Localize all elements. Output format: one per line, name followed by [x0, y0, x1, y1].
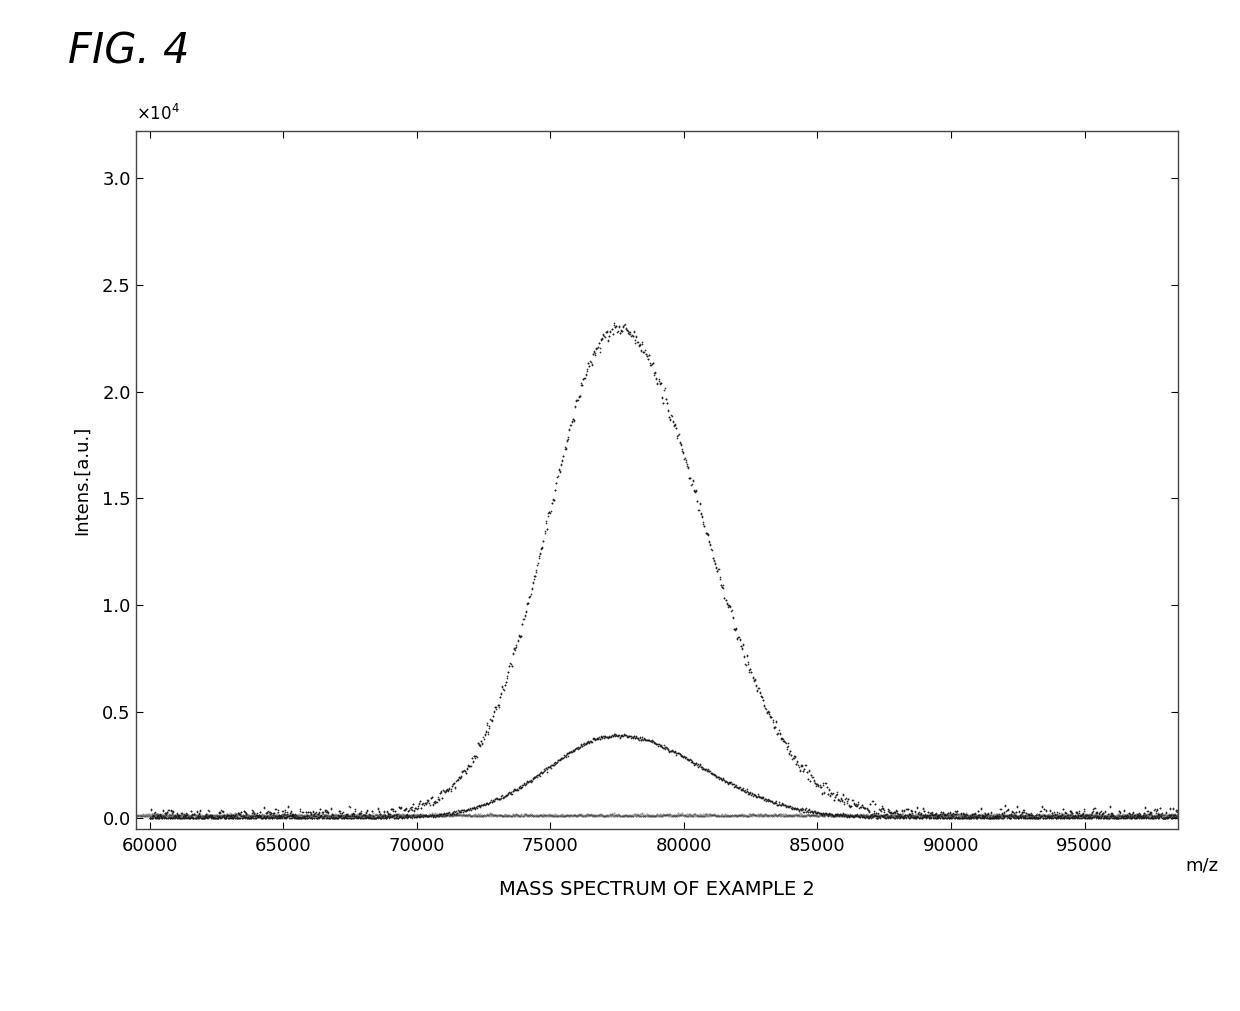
- Text: $\times$10$^{4}$: $\times$10$^{4}$: [136, 104, 180, 124]
- Text: FIG. 4: FIG. 4: [68, 30, 190, 73]
- Text: m/z: m/z: [1185, 856, 1218, 875]
- X-axis label: MASS SPECTRUM OF EXAMPLE 2: MASS SPECTRUM OF EXAMPLE 2: [500, 881, 815, 900]
- Y-axis label: Intens.[a.u.]: Intens.[a.u.]: [73, 426, 91, 535]
